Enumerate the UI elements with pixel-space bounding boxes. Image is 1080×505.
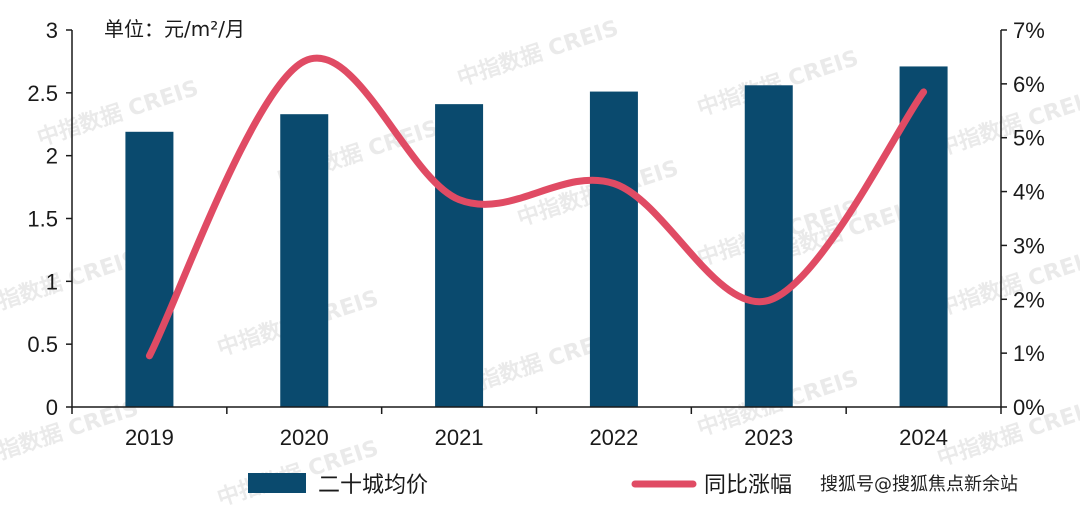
y-right-tick-label: 7%: [1013, 18, 1045, 43]
y-left-tick-label: 2.5: [27, 81, 58, 106]
watermark-text: 中指数据 CREIS: [934, 245, 1080, 322]
watermark-text: 中指数据 CREIS: [454, 15, 622, 92]
x-tick-label: 2019: [125, 425, 174, 450]
axes: 0 0.5 1 1.5 2 2.5 3 0% 1% 2% 3% 4% 5% 6% 7% 2019 2020 202…: [27, 18, 1044, 450]
bar-2021: [435, 104, 484, 407]
y-right-tick-label: 5%: [1013, 126, 1045, 151]
bar-2020: [280, 114, 329, 408]
x-tick-label: 2022: [589, 425, 638, 450]
x-tick-label: 2020: [280, 425, 329, 450]
x-tick-label: 2024: [899, 425, 948, 450]
y-left-tick-label: 3: [46, 18, 58, 43]
watermark-text: 中指数据 CREIS: [34, 75, 202, 152]
bar-2023: [744, 85, 793, 407]
y-left-tick-label: 1.5: [27, 207, 58, 232]
bar-series: [125, 66, 948, 408]
source-credit: 搜狐号@搜狐焦点新余站: [820, 474, 1018, 495]
y-left-tick-label: 1: [46, 269, 58, 294]
y-right-tick-label: 4%: [1013, 180, 1045, 205]
y-right-tick-label: 6%: [1013, 72, 1045, 97]
y-right-tick-label: 3%: [1013, 233, 1045, 258]
y-left-tick-label: 2: [46, 144, 58, 169]
watermark-text: 中指数据 CREIS: [934, 85, 1080, 162]
legend-line-label: 同比涨幅: [704, 473, 792, 498]
legend-bar-swatch: [248, 473, 306, 493]
bar-2019: [125, 131, 174, 408]
y-right-tick-label: 2%: [1013, 287, 1045, 312]
legend: 二十城均价 同比涨幅: [248, 473, 792, 498]
x-tick-label: 2021: [435, 425, 484, 450]
line-yoy-change: [145, 54, 928, 360]
unit-label: 单位：元/m²/月: [104, 17, 245, 41]
y-right-tick-label: 1%: [1013, 341, 1045, 366]
watermark-text: 中指数据 CREIS: [0, 245, 142, 322]
legend-bar-label: 二十城均价: [318, 473, 428, 498]
x-tick-label: 2023: [744, 425, 793, 450]
bar-2022: [589, 91, 638, 408]
line-series: [145, 54, 928, 360]
y-right-tick-label: 0%: [1013, 395, 1045, 420]
y-left-tick-label: 0.5: [27, 332, 58, 357]
y-left-tick-label: 0: [46, 395, 58, 420]
